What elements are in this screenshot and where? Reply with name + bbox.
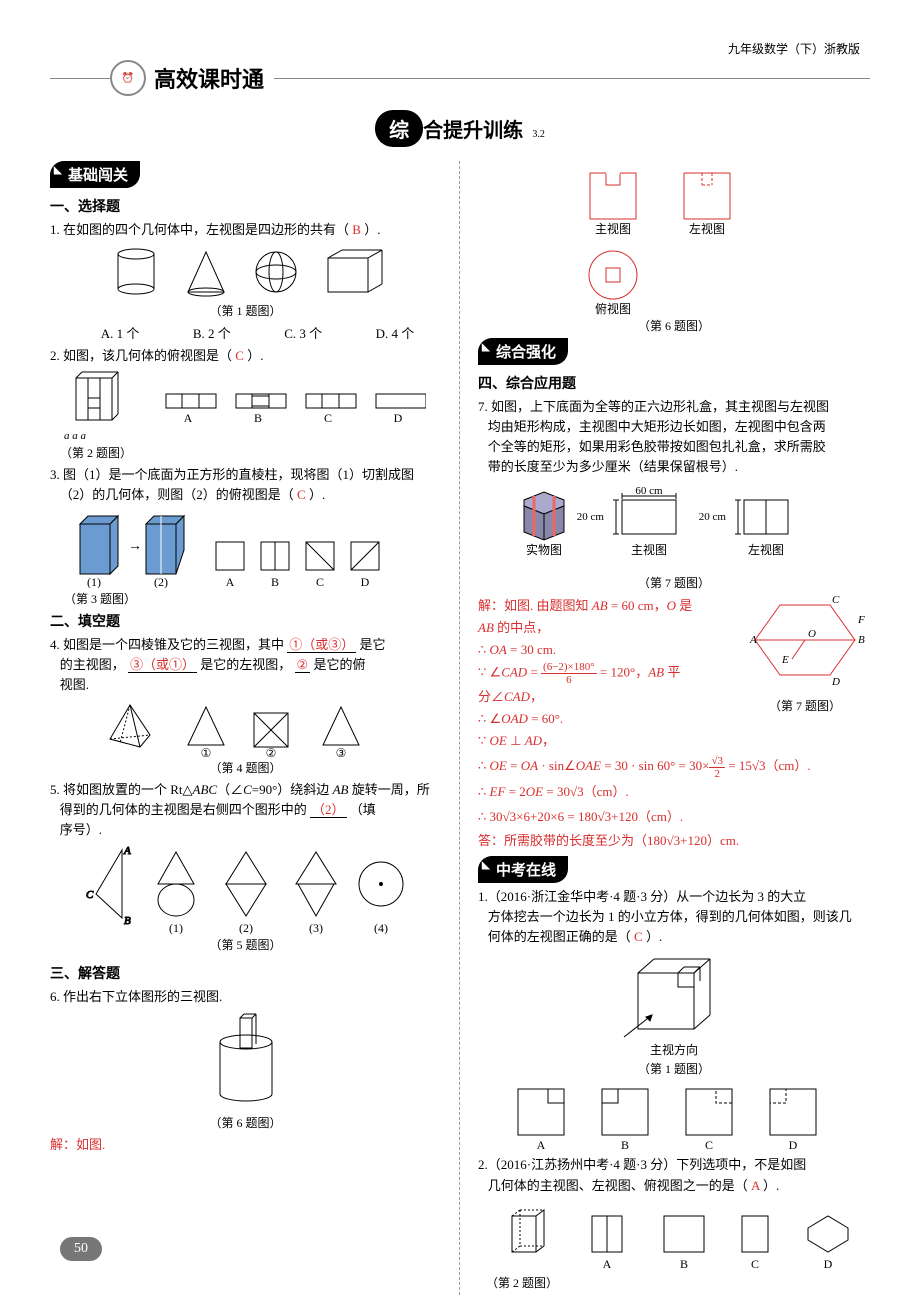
q6-figure: （第 6 题图） bbox=[50, 1012, 441, 1131]
q4-blank3: ② bbox=[295, 657, 311, 673]
svg-text:C: C bbox=[705, 1138, 713, 1151]
svg-text:O: O bbox=[808, 628, 816, 640]
e1-answer: C bbox=[634, 929, 643, 944]
svg-text:C: C bbox=[832, 595, 840, 606]
sec3-title: 三、解答题 bbox=[50, 963, 441, 983]
svg-text:①: ① bbox=[200, 746, 211, 757]
header-right: 九年级数学（下）浙教版 bbox=[728, 40, 860, 57]
q5: 5. 将如图放置的一个 Rt△ABC（∠C=90°）绕斜边 AB 旋转一周，所 … bbox=[50, 780, 441, 840]
q4: 4. 如图是一个四棱锥及它的三视图，其中 ①（或③） 是它 的主视图， ③（或①… bbox=[50, 635, 441, 695]
q1-options: A. 1 个B. 2 个C. 3 个D. 4 个 bbox=[74, 323, 441, 342]
svg-text:②: ② bbox=[265, 746, 276, 757]
q2: 2. 如图，该几何体的俯视图是（ C ）. bbox=[50, 346, 441, 366]
svg-text:(1): (1) bbox=[169, 921, 183, 934]
svg-text:E: E bbox=[781, 654, 789, 666]
svg-text:主视图: 主视图 bbox=[595, 221, 631, 236]
svg-text:A: A bbox=[183, 411, 192, 425]
svg-text:→: → bbox=[128, 539, 142, 554]
sec1-title: 一、选择题 bbox=[50, 196, 441, 216]
q2-figure: A B C D a a a （第 2 题图） bbox=[50, 370, 441, 461]
svg-text:(3): (3) bbox=[309, 921, 323, 934]
sec2-title: 二、填空题 bbox=[50, 611, 441, 631]
badge-exam: 中考在线 bbox=[478, 856, 568, 883]
q6-solution-label: 解：如图. bbox=[50, 1135, 441, 1155]
title-tail: 合提升训练 bbox=[423, 120, 523, 142]
svg-text:③: ③ bbox=[335, 746, 346, 757]
svg-text:A: A bbox=[225, 575, 234, 588]
svg-text:(2): (2) bbox=[154, 575, 168, 588]
q5-blank: （2） bbox=[310, 802, 347, 818]
q1-figure: （第 1 题图） bbox=[50, 244, 441, 319]
title-sub: 3.2 bbox=[532, 129, 545, 140]
svg-text:D: D bbox=[831, 676, 840, 688]
q3-figure: → (1) (2) A B C D （第 3 题图） bbox=[50, 510, 441, 607]
q7: 7. 如图，上下底面为全等的正六边形礼盒，其主视图与左视图 均由矩形构成，主视图… bbox=[478, 397, 870, 478]
svg-text:B: B bbox=[858, 634, 865, 646]
q4-blank1: ①（或③） bbox=[287, 637, 356, 653]
clock-icon: ⏰ bbox=[110, 60, 146, 96]
svg-text:A: A bbox=[603, 1257, 612, 1271]
sec4-title: 四、综合应用题 bbox=[478, 373, 870, 393]
q7-figure: 60 cm 20 cm 20 cm 实物图 主视图 左视图 （第 7 题图） bbox=[478, 482, 870, 591]
svg-text:D: D bbox=[360, 575, 369, 588]
e1-options: A B C D bbox=[478, 1081, 870, 1151]
svg-text:C: C bbox=[315, 575, 323, 588]
svg-text:60 cm: 60 cm bbox=[635, 485, 663, 497]
e1: 1.（2016·浙江金华中考·4 题·3 分）从一个边长为 3 的大立 方体挖去… bbox=[478, 887, 870, 947]
page: 九年级数学（下）浙教版 ⏰ 高效课时通 综合提升训练 3.2 基础闯关 一、选择… bbox=[0, 0, 920, 1315]
svg-text:F: F bbox=[857, 614, 865, 626]
q1-answer: B bbox=[352, 222, 361, 237]
svg-text:B: B bbox=[270, 575, 278, 588]
page-title: 综合提升训练 3.2 bbox=[50, 110, 870, 147]
svg-text:左视图: 左视图 bbox=[689, 221, 725, 236]
svg-text:主视图: 主视图 bbox=[631, 542, 667, 557]
svg-text:俯视图: 俯视图 bbox=[595, 301, 631, 315]
badge-basic: 基础闯关 bbox=[50, 161, 140, 188]
col-right: 主视图 左视图 俯视图 （第 6 题图） 综合强化 四、综合应用题 7. 如图，… bbox=[460, 161, 870, 1295]
q4-blank2: ③（或①） bbox=[128, 657, 197, 673]
q4-figure: ① ② ③ （第 4 题图） bbox=[50, 699, 441, 776]
svg-text:(2): (2) bbox=[239, 921, 253, 934]
q6-views: 主视图 左视图 俯视图 （第 6 题图） bbox=[478, 165, 870, 334]
svg-text:(1): (1) bbox=[87, 575, 101, 588]
e2-figure: A B C D （第 2 题图） bbox=[478, 1200, 870, 1291]
svg-text:B: B bbox=[621, 1138, 629, 1151]
page-number: 50 bbox=[60, 1237, 102, 1261]
svg-text:C: C bbox=[751, 1257, 759, 1271]
title-pill: 综 bbox=[375, 110, 423, 147]
svg-text:A: A bbox=[749, 634, 757, 646]
e2-answer: A bbox=[751, 1178, 760, 1193]
svg-text:C: C bbox=[86, 889, 94, 901]
svg-text:C: C bbox=[323, 411, 331, 425]
svg-text:A: A bbox=[123, 845, 131, 857]
e1-figure: 主视方向 （第 1 题图） bbox=[478, 951, 870, 1077]
svg-text:D: D bbox=[789, 1138, 798, 1151]
svg-text:20 cm: 20 cm bbox=[699, 511, 727, 523]
columns: 基础闯关 一、选择题 1. 在如图的四个几何体中，左视图是四边形的共有（ B ）… bbox=[50, 161, 870, 1295]
q2-answer: C bbox=[235, 348, 244, 363]
svg-text:20 cm: 20 cm bbox=[577, 511, 605, 523]
svg-text:B: B bbox=[680, 1257, 688, 1271]
col-left: 基础闯关 一、选择题 1. 在如图的四个几何体中，左视图是四边形的共有（ B ）… bbox=[50, 161, 460, 1295]
logo-text: 高效课时通 bbox=[154, 62, 264, 94]
svg-text:B: B bbox=[124, 915, 131, 927]
q7-solution: A B C D E F O （第 7 题图） 解：如图. 由题图知 AB = 6… bbox=[478, 595, 870, 854]
q7-hexagon-diagram: A B C D E F O （第 7 题图） bbox=[740, 595, 870, 714]
svg-text:B: B bbox=[253, 411, 261, 425]
svg-text:左视图: 左视图 bbox=[748, 542, 784, 557]
svg-text:实物图: 实物图 bbox=[526, 542, 562, 557]
svg-text:D: D bbox=[824, 1257, 833, 1271]
e2: 2.（2016·江苏扬州中考·4 题·3 分）下列选项中，不是如图 几何体的主视… bbox=[478, 1155, 870, 1195]
svg-text:A: A bbox=[537, 1138, 546, 1151]
svg-text:D: D bbox=[393, 411, 402, 425]
q5-figure: ACB (1) (2) (3) (4) （第 5 题图） bbox=[50, 844, 441, 953]
q6: 6. 作出右下立体图形的三视图. bbox=[50, 987, 441, 1007]
q1: 1. 在如图的四个几何体中，左视图是四边形的共有（ B ）. bbox=[50, 220, 441, 240]
badge-comp: 综合强化 bbox=[478, 338, 568, 365]
svg-text:(4): (4) bbox=[374, 921, 388, 934]
q3: 3. 图（1）是一个底面为正方形的直棱柱，现将图（1）切割成图 （2）的几何体，… bbox=[50, 465, 441, 505]
q3-answer: C bbox=[297, 487, 306, 502]
logo-row: ⏰ 高效课时通 bbox=[50, 60, 870, 96]
